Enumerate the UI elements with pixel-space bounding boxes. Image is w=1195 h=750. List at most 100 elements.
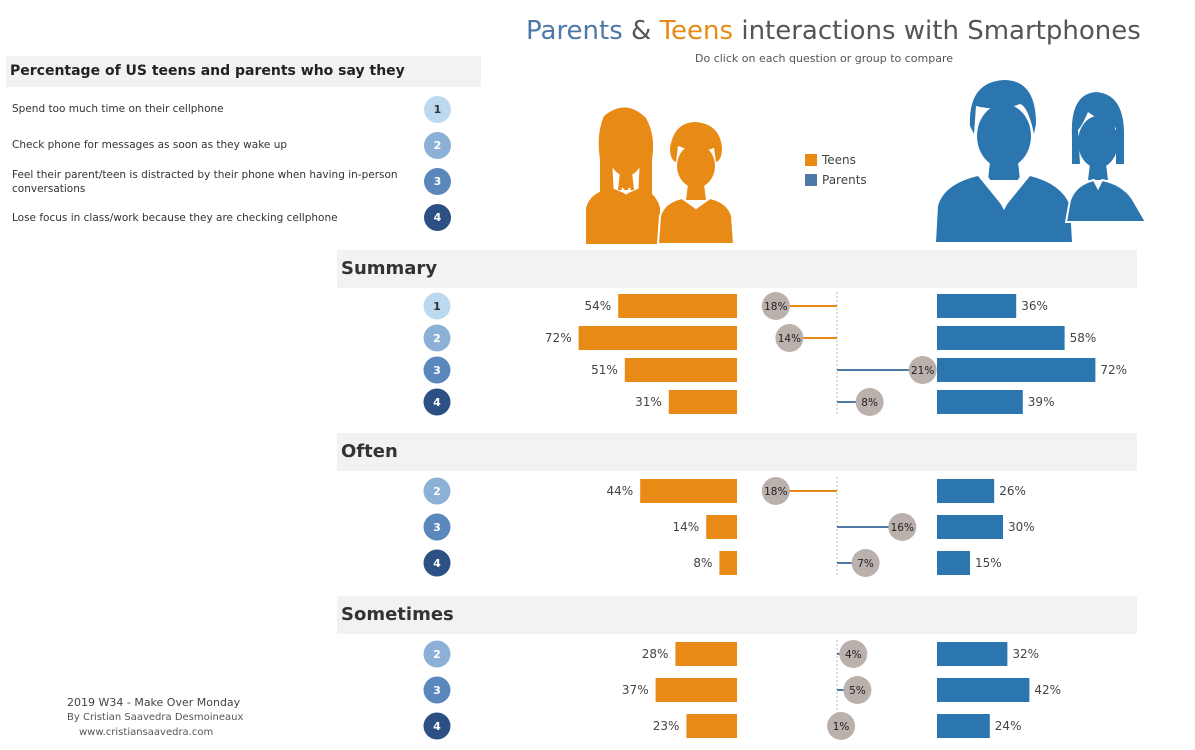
row-question-badge-2[interactable] — [423, 477, 451, 505]
question-text-2[interactable]: Check phone for messages as soon as they… — [12, 139, 288, 151]
row-question-badge-4[interactable] — [423, 712, 451, 740]
gap-value-label: 5% — [849, 685, 866, 697]
footer-website[interactable]: www.cristiansaavedra.com — [79, 727, 214, 738]
parents-value-label: 26% — [999, 484, 1026, 498]
parents-value-label: 32% — [1012, 647, 1039, 661]
section-header-sometimes[interactable] — [337, 596, 1137, 634]
row-question-number: 3 — [433, 364, 441, 377]
row-question-number: 4 — [433, 720, 441, 733]
parents-value-label: 58% — [1070, 331, 1097, 345]
row-question-badge-1[interactable] — [423, 292, 451, 320]
gap-circle[interactable] — [839, 640, 868, 668]
gap-circle[interactable] — [843, 676, 872, 704]
parents-value-label: 30% — [1008, 520, 1035, 534]
row-question-badge-3[interactable] — [423, 513, 451, 541]
teens-bar[interactable] — [668, 390, 737, 414]
page-title: Parents & Teens interactions with Smartp… — [526, 16, 1141, 46]
teens-bar[interactable] — [675, 642, 737, 666]
teens-value-label: 14% — [673, 520, 700, 534]
row-question-badge-4[interactable] — [423, 549, 451, 577]
row-question-badge-2[interactable] — [423, 640, 451, 668]
footer-author: By Cristian Saavedra Desmoineaux — [67, 712, 244, 723]
section-label-often[interactable]: Often — [341, 441, 398, 462]
parents-value-label: 72% — [1100, 363, 1127, 377]
teens-bar[interactable] — [624, 358, 737, 382]
gap-circle[interactable] — [908, 356, 937, 384]
row-question-number: 4 — [433, 557, 441, 570]
legend-parents-label[interactable]: Parents — [822, 173, 867, 187]
gap-value-label: 14% — [778, 333, 801, 345]
question-badge-3[interactable]: 3 — [424, 168, 451, 195]
parents-value-label: 15% — [975, 556, 1002, 570]
gap-circle[interactable] — [888, 513, 917, 541]
section-label-sometimes[interactable]: Sometimes — [341, 604, 454, 625]
parents-bar[interactable] — [937, 678, 1030, 702]
parents-value-label: 36% — [1021, 299, 1048, 313]
parents-bar[interactable] — [937, 714, 990, 738]
row-question-badge-3[interactable] — [423, 676, 451, 704]
question-badge-1[interactable]: 1 — [424, 96, 451, 123]
row-question-number: 3 — [433, 684, 441, 697]
teens-value-label: 37% — [622, 683, 649, 697]
question-text-1[interactable]: Spend too much time on their cellphone — [12, 103, 224, 115]
parents-value-label: 39% — [1028, 395, 1055, 409]
gap-circle[interactable] — [761, 477, 790, 505]
father-icon — [936, 80, 1072, 242]
parents-bar[interactable] — [937, 551, 970, 575]
gap-value-label: 7% — [857, 558, 874, 570]
teens-value-label: 23% — [653, 719, 680, 733]
section-header-often[interactable] — [337, 433, 1137, 471]
gap-circle[interactable] — [761, 292, 790, 320]
legend-parents-swatch[interactable] — [805, 174, 817, 186]
teens-bar[interactable] — [640, 479, 737, 503]
row-question-number: 4 — [433, 396, 441, 409]
gap-circle[interactable] — [851, 549, 880, 577]
teens-bar[interactable] — [618, 294, 737, 318]
question-badge-2[interactable]: 2 — [424, 132, 451, 159]
section-label-summary[interactable]: Summary — [341, 258, 438, 279]
teens-bar[interactable] — [655, 678, 737, 702]
row-question-number: 2 — [433, 485, 441, 498]
teens-value-label: 8% — [693, 556, 712, 570]
subtitle: Do click on each question or group to co… — [695, 52, 954, 65]
question-panel-header — [6, 56, 481, 87]
teen-boy-icon — [656, 122, 736, 244]
teens-value-label: 54% — [585, 299, 612, 313]
gap-value-label: 18% — [764, 301, 787, 313]
teens-bar[interactable] — [578, 326, 737, 350]
parents-bar[interactable] — [937, 390, 1023, 414]
section-header-summary[interactable] — [337, 250, 1137, 288]
row-question-number: 1 — [433, 300, 441, 313]
mother-icon — [1064, 92, 1148, 223]
gap-value-label: 4% — [845, 649, 862, 661]
title-parents: Parents — [526, 16, 623, 46]
row-question-badge-3[interactable] — [423, 356, 451, 384]
teens-bar[interactable] — [706, 515, 737, 539]
question-badge-4[interactable]: 4 — [424, 204, 451, 231]
gap-circle[interactable] — [827, 712, 856, 740]
legend-teens-label[interactable]: Teens — [822, 153, 856, 167]
parents-bar[interactable] — [937, 479, 995, 503]
parents-bar[interactable] — [937, 358, 1096, 382]
parents-bar[interactable] — [937, 515, 1003, 539]
parents-bar[interactable] — [937, 642, 1008, 666]
teens-bar[interactable] — [719, 551, 737, 575]
legend-teens-swatch[interactable] — [805, 154, 817, 166]
parents-bar[interactable] — [937, 294, 1017, 318]
parents-value-label: 24% — [995, 719, 1022, 733]
gap-circle[interactable] — [855, 388, 884, 416]
title-rest: interactions with Smartphones — [733, 16, 1141, 46]
gap-value-label: 18% — [764, 486, 787, 498]
teens-bar[interactable] — [686, 714, 737, 738]
gap-circle[interactable] — [775, 324, 804, 352]
row-question-badge-4[interactable] — [423, 388, 451, 416]
teens-value-label: 28% — [642, 647, 669, 661]
teen-girl-icon — [586, 107, 660, 244]
gap-value-label: 21% — [911, 365, 934, 377]
row-question-number: 2 — [433, 332, 441, 345]
question-text-3[interactable]: Feel their parent/teen is distracted by … — [12, 169, 398, 195]
question-text-4[interactable]: Lose focus in class/work because they ar… — [12, 212, 338, 224]
parents-bar[interactable] — [937, 326, 1065, 350]
row-question-badge-2[interactable] — [423, 324, 451, 352]
